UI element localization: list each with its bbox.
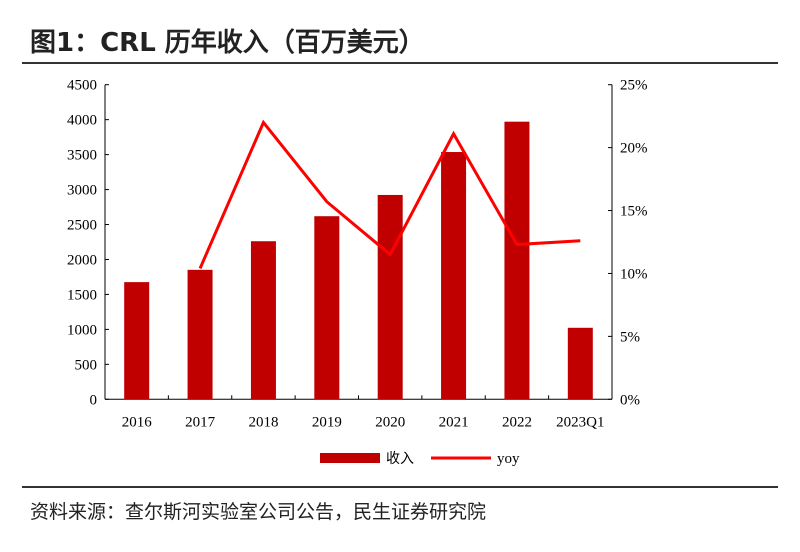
x-tick-label: 2016 [122, 414, 153, 430]
chart-title: 图1：CRL 历年收入（百万美元） [30, 28, 425, 58]
x-tick-label: 2023Q1 [556, 414, 604, 430]
y-tick-label: 3500 [67, 148, 97, 164]
y-tick-label: 0 [90, 392, 98, 408]
x-tick-label: 2019 [312, 414, 342, 430]
source-note: 资料来源：查尔斯河实验室公司公告，民生证券研究院 [30, 501, 487, 523]
y2-tick-label: 10% [620, 266, 648, 282]
bar-2021 [441, 152, 467, 400]
y-tick-label: 1000 [67, 322, 97, 338]
bar-2016 [124, 282, 150, 400]
bar-2020 [377, 194, 403, 400]
y2-tick-label: 15% [620, 204, 648, 220]
bar-2023Q1 [567, 327, 593, 400]
y-tick-label: 4000 [67, 113, 97, 129]
title-rule [22, 62, 778, 64]
bar-2017 [187, 269, 213, 400]
y-tick-label: 3000 [67, 183, 97, 199]
y2-tick-label: 25% [620, 78, 648, 94]
x-tick-label: 2017 [185, 414, 216, 430]
x-tick-label: 2020 [375, 414, 405, 430]
bar-2022 [504, 121, 530, 400]
y-tick-label: 2500 [67, 218, 97, 234]
y-tick-label: 1500 [67, 287, 97, 303]
y-tick-label: 4500 [67, 78, 97, 94]
x-tick-label: 2018 [248, 414, 278, 430]
x-tick-label: 2022 [502, 414, 532, 430]
y-tick-label: 500 [75, 357, 98, 373]
bar-2019 [314, 216, 340, 400]
y2-tick-label: 5% [620, 329, 640, 345]
legend-label-yoy: yoy [497, 451, 520, 467]
x-tick-label: 2021 [439, 414, 469, 430]
source-rule [22, 486, 778, 488]
bar-2018 [250, 241, 276, 400]
y2-tick-label: 0% [620, 392, 640, 408]
y-tick-label: 2000 [67, 252, 97, 268]
legend-label-revenue: 收入 [386, 451, 414, 467]
y2-tick-label: 20% [620, 141, 648, 157]
legend-swatch-revenue [320, 453, 380, 463]
